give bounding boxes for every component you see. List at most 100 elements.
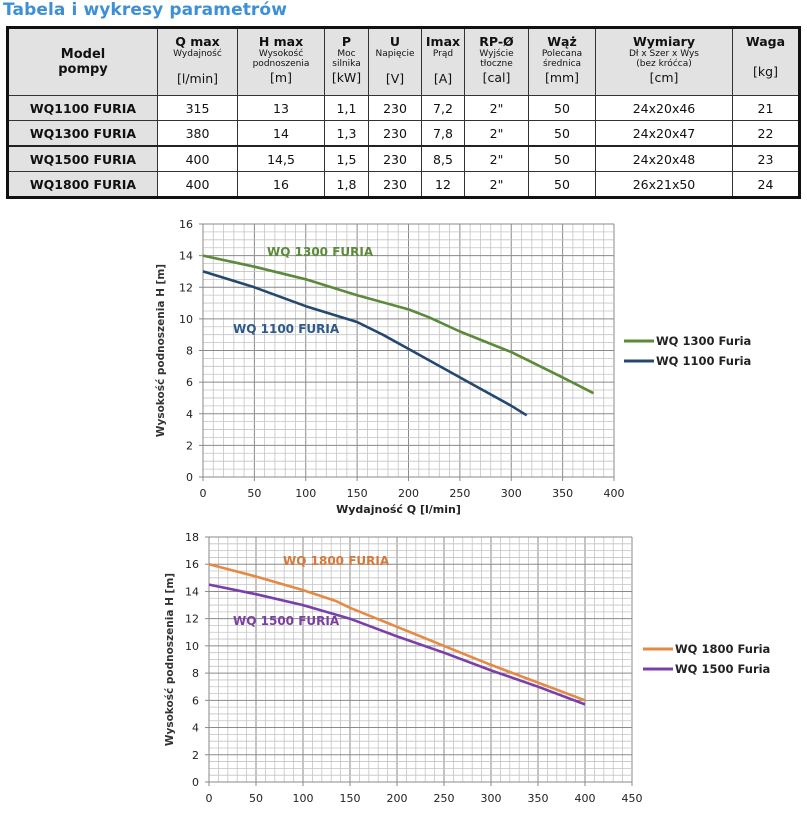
series-annotation: WQ 1100 FURIA bbox=[233, 322, 340, 336]
x-axis-label: Wydajność Q [l/min] bbox=[336, 503, 461, 516]
y-tick-label: 12 bbox=[179, 281, 193, 294]
cell-waz: 50 bbox=[528, 120, 596, 147]
cell-hmax: 13 bbox=[237, 95, 325, 121]
header-p-sub1: Moc bbox=[337, 49, 356, 59]
page-title: Tabela i wykresy parametrów bbox=[3, 0, 287, 20]
header-waga: Waga [kg] bbox=[732, 27, 800, 96]
cell-model: WQ1100 FURIA bbox=[7, 95, 158, 121]
y-tick-label: 8 bbox=[192, 667, 199, 680]
cell-u: 230 bbox=[368, 95, 422, 121]
header-u-unit: [V] bbox=[385, 71, 405, 86]
cell-hmax: 14 bbox=[237, 120, 325, 147]
header-qmax: Q max Wydajność [l/min] bbox=[157, 27, 238, 96]
header-p-sub2: silnika bbox=[332, 59, 361, 69]
cell-rp: 2" bbox=[464, 120, 529, 147]
series-annotation: WQ 1500 FURIA bbox=[233, 614, 340, 628]
cell-imax: 12 bbox=[421, 171, 465, 198]
cell-waga: 22 bbox=[732, 120, 800, 147]
x-tick-label: 50 bbox=[249, 792, 263, 805]
series-line-wq-1300-furia bbox=[202, 254, 595, 395]
cell-rp: 2" bbox=[464, 171, 529, 198]
legend-label: WQ 1300 Furia bbox=[656, 334, 751, 348]
header-qmax-sub: Wydajność bbox=[173, 49, 222, 59]
table-row: WQ1100 FURIA 315 13 1,1 230 7,2 2" 50 24x20x46 21 bbox=[7, 95, 800, 121]
cell-p: 1,8 bbox=[324, 171, 369, 198]
header-imax-sub: Prąd bbox=[432, 49, 454, 59]
x-tick-label: 450 bbox=[622, 792, 643, 805]
cell-waga: 21 bbox=[732, 95, 800, 121]
y-tick-label: 2 bbox=[186, 439, 193, 452]
x-tick-label: 150 bbox=[347, 487, 368, 500]
cell-wymiary: 26x21x50 bbox=[595, 171, 733, 198]
x-tick-label: 200 bbox=[398, 487, 419, 500]
header-hmax: H max Wysokość podnoszenia [m] bbox=[237, 27, 325, 96]
header-waz-title: Wąż bbox=[547, 34, 577, 49]
header-qmax-unit: [l/min] bbox=[176, 71, 218, 86]
y-axis-label: Wysokość podnoszenia H [m] bbox=[155, 264, 167, 437]
y-tick-label: 0 bbox=[186, 471, 193, 484]
x-tick-label: 300 bbox=[481, 792, 502, 805]
y-tick-label: 0 bbox=[192, 776, 199, 789]
table-header-row: Model pompy Q max Wydajność [l/min] H ma… bbox=[7, 27, 800, 96]
cell-imax: 7,8 bbox=[421, 120, 465, 147]
y-tick-label: 14 bbox=[185, 585, 199, 598]
x-tick-label: 400 bbox=[604, 487, 625, 500]
header-p-title: P bbox=[341, 34, 352, 49]
series-annotation: WQ 1300 FURIA bbox=[267, 245, 374, 259]
header-imax: Imax Prąd [A] bbox=[421, 27, 465, 96]
header-wymiary-unit: [cm] bbox=[649, 70, 679, 85]
x-tick-label: 250 bbox=[434, 792, 455, 805]
table-row: WQ1800 FURIA 400 16 1,8 230 12 2" 50 26x21x50 24 bbox=[7, 171, 800, 198]
x-tick-label: 0 bbox=[200, 487, 207, 500]
header-hmax-unit: [m] bbox=[270, 70, 292, 85]
header-hmax-sub2: podnoszenia bbox=[252, 59, 310, 69]
y-tick-label: 10 bbox=[179, 313, 193, 326]
cell-model: WQ1300 FURIA bbox=[7, 120, 158, 147]
cell-wymiary: 24x20x47 bbox=[595, 120, 733, 147]
header-hmax-title: H max bbox=[258, 34, 304, 49]
x-tick-label: 250 bbox=[449, 487, 470, 500]
y-tick-label: 10 bbox=[185, 640, 199, 653]
x-tick-label: 350 bbox=[528, 792, 549, 805]
header-imax-title: Imax bbox=[425, 34, 461, 49]
x-tick-label: 150 bbox=[340, 792, 361, 805]
header-waz-sub1: Polecana bbox=[541, 49, 583, 59]
cell-wymiary: 24x20x48 bbox=[595, 145, 733, 172]
y-tick-label: 14 bbox=[179, 250, 193, 263]
header-p: P Moc silnika [kW] bbox=[324, 27, 369, 96]
header-waz-unit: [mm] bbox=[544, 70, 580, 85]
header-u-title: U bbox=[389, 34, 401, 49]
cell-imax: 7,2 bbox=[421, 95, 465, 121]
cell-qmax: 400 bbox=[157, 145, 238, 172]
x-tick-label: 100 bbox=[293, 792, 314, 805]
cell-wymiary: 24x20x46 bbox=[595, 95, 733, 121]
y-tick-label: 12 bbox=[185, 613, 199, 626]
header-rp-title: RP-Ø bbox=[479, 34, 514, 49]
header-u: U Napięcie [V] bbox=[368, 27, 422, 96]
series-annotation: WQ 1800 FURIA bbox=[283, 554, 390, 568]
cell-hmax: 14,5 bbox=[237, 145, 325, 172]
x-tick-label: 200 bbox=[387, 792, 408, 805]
cell-p: 1,5 bbox=[324, 145, 369, 172]
cell-qmax: 380 bbox=[157, 120, 238, 147]
cell-waz: 50 bbox=[528, 171, 596, 198]
y-tick-label: 16 bbox=[179, 218, 193, 231]
y-tick-label: 4 bbox=[192, 722, 199, 735]
header-rp-sub2: tłoczne bbox=[480, 59, 513, 69]
header-rp: RP-Ø Wyjście tłoczne [cal] bbox=[464, 27, 529, 96]
header-qmax-title: Q max bbox=[175, 34, 220, 49]
header-u-sub: Napięcie bbox=[375, 49, 415, 59]
x-tick-label: 350 bbox=[552, 487, 573, 500]
header-p-unit: [kW] bbox=[331, 70, 362, 85]
header-imax-unit: [A] bbox=[433, 71, 453, 86]
legend-label: WQ 1100 Furia bbox=[656, 354, 751, 368]
cell-u: 230 bbox=[368, 120, 422, 147]
header-waz-sub2: średnica bbox=[542, 59, 582, 69]
header-wymiary-sub2: (bez króćca) bbox=[636, 59, 692, 69]
cell-u: 230 bbox=[368, 145, 422, 172]
y-tick-label: 4 bbox=[186, 408, 193, 421]
cell-p: 1,3 bbox=[324, 120, 369, 147]
cell-waga: 23 bbox=[732, 145, 800, 172]
cell-hmax: 16 bbox=[237, 171, 325, 198]
cell-u: 230 bbox=[368, 171, 422, 198]
